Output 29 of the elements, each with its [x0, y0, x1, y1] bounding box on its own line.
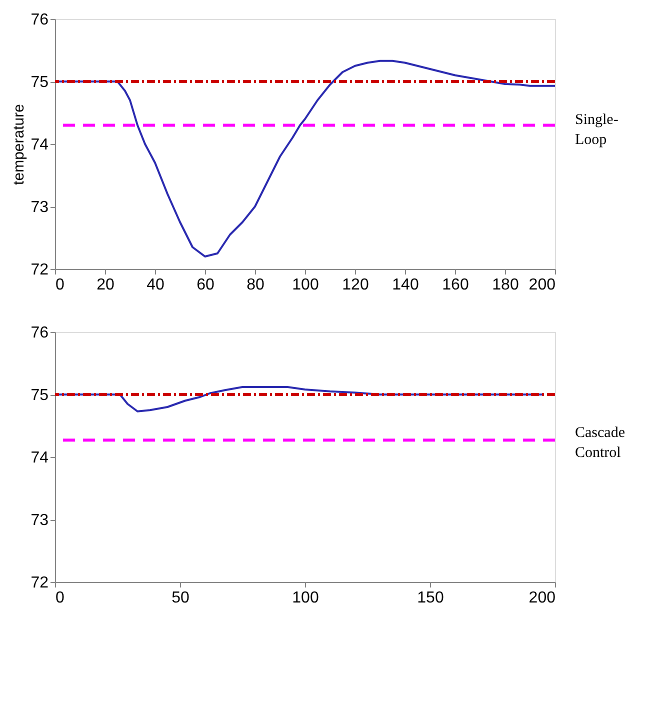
x-tick-label: 150	[417, 590, 444, 606]
x-tick-label: 100	[292, 590, 319, 606]
x-tick-label: 100	[292, 276, 319, 294]
x-tick-label: 80	[246, 276, 264, 294]
x-tick-label: 200	[528, 276, 556, 294]
x-tick-label: 20	[96, 276, 114, 294]
y-axis-title: temperature	[10, 104, 28, 185]
y-tick-label: 76	[30, 324, 49, 342]
x-tick-label: 60	[196, 276, 214, 294]
y-tick-label: 73	[30, 512, 49, 529]
x-tick-label: 160	[442, 276, 469, 294]
y-tick-label: 73	[30, 199, 49, 216]
x-tick-label: 200	[528, 590, 556, 606]
y-tick-label: 75	[30, 387, 49, 404]
x-tick-label: 0	[56, 276, 64, 294]
x-tick-label: 120	[342, 276, 369, 294]
x-tick-label: 40	[146, 276, 164, 294]
y-tick-label: 72	[30, 262, 49, 278]
y-tick-label: 76	[30, 12, 49, 28]
y-tick-label: 74	[30, 450, 49, 466]
x-tick-label: 140	[392, 276, 419, 294]
text: Cascade Control	[575, 425, 626, 461]
x-tick-label: 180	[492, 276, 519, 294]
x-tick-label: 0	[56, 590, 64, 606]
x-tick-label: 50	[172, 590, 190, 606]
text: Single-Loop	[575, 112, 618, 148]
y-tick-label: 75	[30, 74, 49, 91]
y-tick-label: 72	[30, 574, 49, 592]
y-tick-label: 74	[30, 136, 49, 154]
